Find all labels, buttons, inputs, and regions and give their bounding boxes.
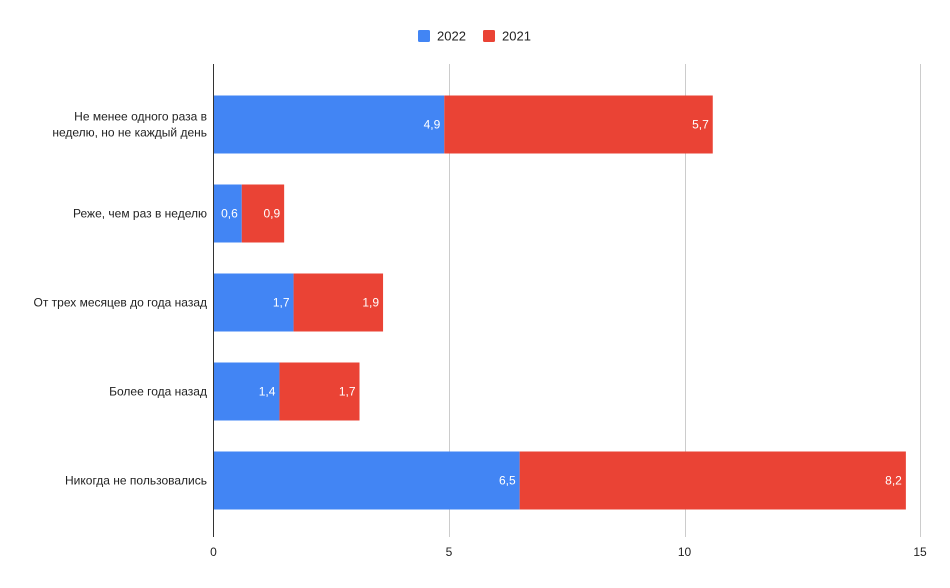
data-label-2022-0: 4,9	[424, 118, 441, 132]
legend-swatch-2022	[418, 30, 430, 42]
bar-2022-3	[213, 362, 280, 421]
bars: 4,9 5,7 0,6 0,9 1,7 1,9 1,4 1,7 6,5 8,2	[213, 95, 906, 510]
x-tick-labels: 0 5 10 15	[210, 545, 927, 559]
bar-2021-2	[293, 273, 384, 332]
data-label-2022-4: 6,5	[499, 474, 516, 488]
bar-2021-4	[519, 451, 906, 510]
bar-2021-1	[241, 184, 285, 243]
x-tick-15: 15	[913, 545, 927, 559]
bar-2022-2	[213, 273, 294, 332]
legend-label-2022: 2022	[437, 29, 466, 44]
data-label-2022-1: 0,6	[221, 207, 238, 221]
legend-swatch-2021	[483, 30, 495, 42]
category-label-0: Не менее одного раза в неделю, но не кажд…	[52, 110, 207, 140]
category-labels: Не менее одного раза в неделю, но не кажд…	[33, 110, 207, 488]
data-label-2021-2: 1,9	[362, 296, 379, 310]
bar-2021-3	[279, 362, 360, 421]
bar-2022-1	[213, 184, 242, 243]
legend: 2022 2021	[418, 29, 531, 44]
data-label-2021-0: 5,7	[692, 118, 709, 132]
legend-label-2021: 2021	[502, 29, 531, 44]
bar-2022-4	[213, 451, 520, 510]
x-tick-0: 0	[210, 545, 217, 559]
category-label-3: Более года назад	[109, 385, 207, 399]
category-label-4: Никогда не пользовались	[65, 474, 207, 488]
x-tick-5: 5	[446, 545, 453, 559]
x-tick-10: 10	[678, 545, 692, 559]
bar-2022-0	[213, 95, 445, 154]
category-label-2: От трех месяцев до года назад	[33, 296, 207, 310]
data-label-2021-4: 8,2	[885, 474, 902, 488]
data-label-2022-3: 1,4	[259, 385, 276, 399]
data-label-2022-2: 1,7	[273, 296, 290, 310]
category-label-1: Реже, чем раз в неделю	[73, 207, 207, 221]
data-label-2021-3: 1,7	[339, 385, 356, 399]
data-label-2021-1: 0,9	[263, 207, 280, 221]
bar-2021-0	[444, 95, 713, 154]
